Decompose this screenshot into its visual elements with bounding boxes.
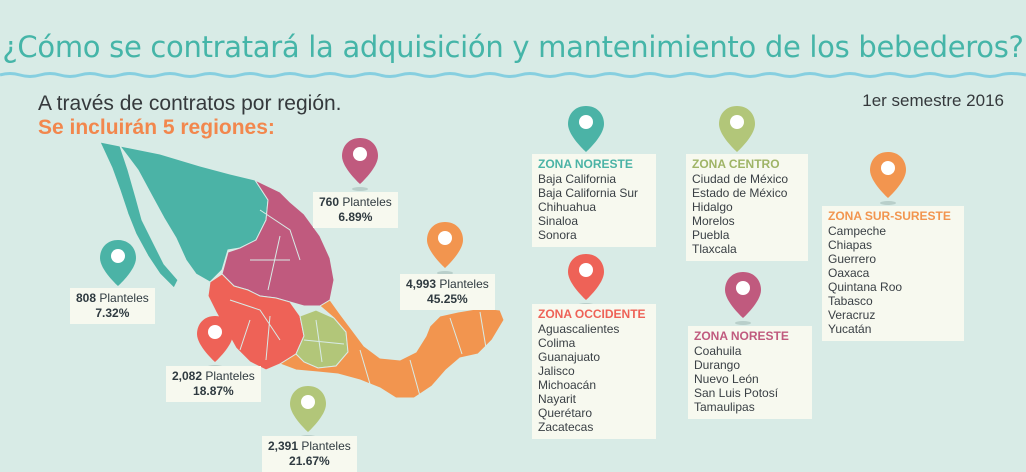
stat-unit: Planteles [301, 439, 351, 453]
zone-state: Quintana Roo [828, 280, 903, 294]
zone-title: ZONA OCCIDENTE [538, 307, 646, 321]
map-pin-orange-icon [427, 222, 463, 275]
map-pin-magenta-icon [342, 138, 378, 191]
stat-unit: Planteles [439, 277, 489, 291]
zone-state: Ciudad de México [692, 172, 789, 186]
stat-number: 808 [76, 291, 97, 305]
zone-state: Guerrero [828, 252, 877, 266]
period-label: 1er semestre 2016 [862, 91, 1004, 110]
stat-percent: 6.89% [338, 210, 373, 224]
stat-percent: 7.32% [95, 306, 130, 320]
stat-box-lime: 2,391 Planteles 21.67% [262, 436, 357, 472]
zone-state: Chihuahua [538, 200, 597, 214]
zone-state: Durango [694, 358, 741, 372]
stat-number: 2,082 [172, 369, 203, 383]
stat-unit: Planteles [205, 369, 255, 383]
zone-state: Tlaxcala [692, 242, 737, 256]
map-pin-red-icon [197, 316, 233, 369]
zone-state: Oaxaca [828, 266, 870, 280]
zone-state: Guanajuato [538, 350, 601, 364]
zone-state: Colima [538, 336, 576, 350]
regions-subtitle: Se incluirán 5 regiones: [38, 116, 275, 139]
zone-box-occidente: ZONA OCCIDENTE Aguascalientes Colima Gua… [532, 304, 656, 439]
zone-state: Nuevo León [694, 372, 759, 386]
zone-state: Tabasco [828, 294, 873, 308]
zone-title: ZONA CENTRO [692, 157, 780, 171]
stat-number: 2,391 [268, 439, 299, 453]
map-pin-lime-icon [290, 386, 326, 439]
zone-title: ZONA NORESTE [694, 329, 789, 343]
stat-percent: 18.87% [193, 384, 234, 398]
zone-state: Zacatecas [538, 420, 594, 434]
zone-state: Michoacán [538, 378, 597, 392]
zone-state: Baja California [538, 172, 617, 186]
page-title: ¿Cómo se contratará la adquisición y man… [2, 30, 1024, 64]
zone-pin-magenta-icon [725, 272, 761, 325]
zone-state: Jalisco [538, 364, 575, 378]
zone-state: Chiapas [828, 238, 873, 252]
stat-box-orange: 4,993 Planteles 45.25% [400, 274, 495, 310]
zone-state: Estado de México [692, 186, 788, 200]
stat-box-magenta: 760 Planteles 6.89% [313, 192, 398, 228]
zone-state: San Luis Potosí [694, 386, 779, 400]
zone-state: Puebla [692, 228, 730, 242]
map-region-south [278, 299, 505, 399]
zone-title: ZONA NORESTE [538, 157, 633, 171]
zone-state: Sonora [538, 228, 577, 242]
zone-state: Nayarit [538, 392, 577, 406]
zone-pin-teal-icon [568, 106, 604, 159]
zone-box-noreste-1: ZONA NORESTE Baja California Baja Califo… [532, 154, 656, 247]
stat-unit: Planteles [342, 195, 392, 209]
zone-box-sur-sureste: ZONA SUR-SURESTE Campeche Chiapas Guerre… [822, 206, 964, 341]
zone-pin-lime-icon [719, 106, 755, 159]
stat-percent: 45.25% [427, 292, 468, 306]
stat-box-red: 2,082 Planteles 18.87% [166, 366, 261, 402]
zone-box-centro: ZONA CENTRO Ciudad de México Estado de M… [686, 154, 808, 261]
zone-state: Sinaloa [538, 214, 579, 228]
zone-title: ZONA SUR-SURESTE [828, 209, 951, 223]
mexico-map [99, 141, 505, 399]
map-region-baja [99, 141, 179, 289]
stat-number: 4,993 [406, 277, 437, 291]
zone-state: Campeche [828, 224, 887, 238]
title-underline [0, 72, 1026, 78]
zone-state: Baja California Sur [538, 186, 639, 200]
subtitle: A través de contratos por región. [38, 92, 342, 115]
zone-box-noreste-2: ZONA NORESTE Coahuila Durango Nuevo León… [688, 326, 812, 419]
zone-pin-red-icon [568, 254, 604, 307]
stat-percent: 21.67% [289, 454, 330, 468]
zone-state: Aguascalientes [538, 322, 620, 336]
stat-number: 760 [319, 195, 340, 209]
zone-state: Morelos [692, 214, 735, 228]
zone-state: Hidalgo [692, 200, 733, 214]
stat-box-teal: 808 Planteles 7.32% [70, 288, 155, 324]
map-region-northwest [118, 145, 269, 283]
zone-state: Yucatán [828, 322, 872, 336]
zone-state: Coahuila [694, 344, 742, 358]
zone-state: Querétaro [538, 406, 593, 420]
stat-unit: Planteles [99, 291, 149, 305]
zone-state: Veracruz [828, 308, 876, 322]
map-pin-teal-icon [100, 240, 136, 293]
zone-pin-orange-icon [870, 152, 906, 205]
zone-state: Tamaulipas [694, 400, 755, 414]
